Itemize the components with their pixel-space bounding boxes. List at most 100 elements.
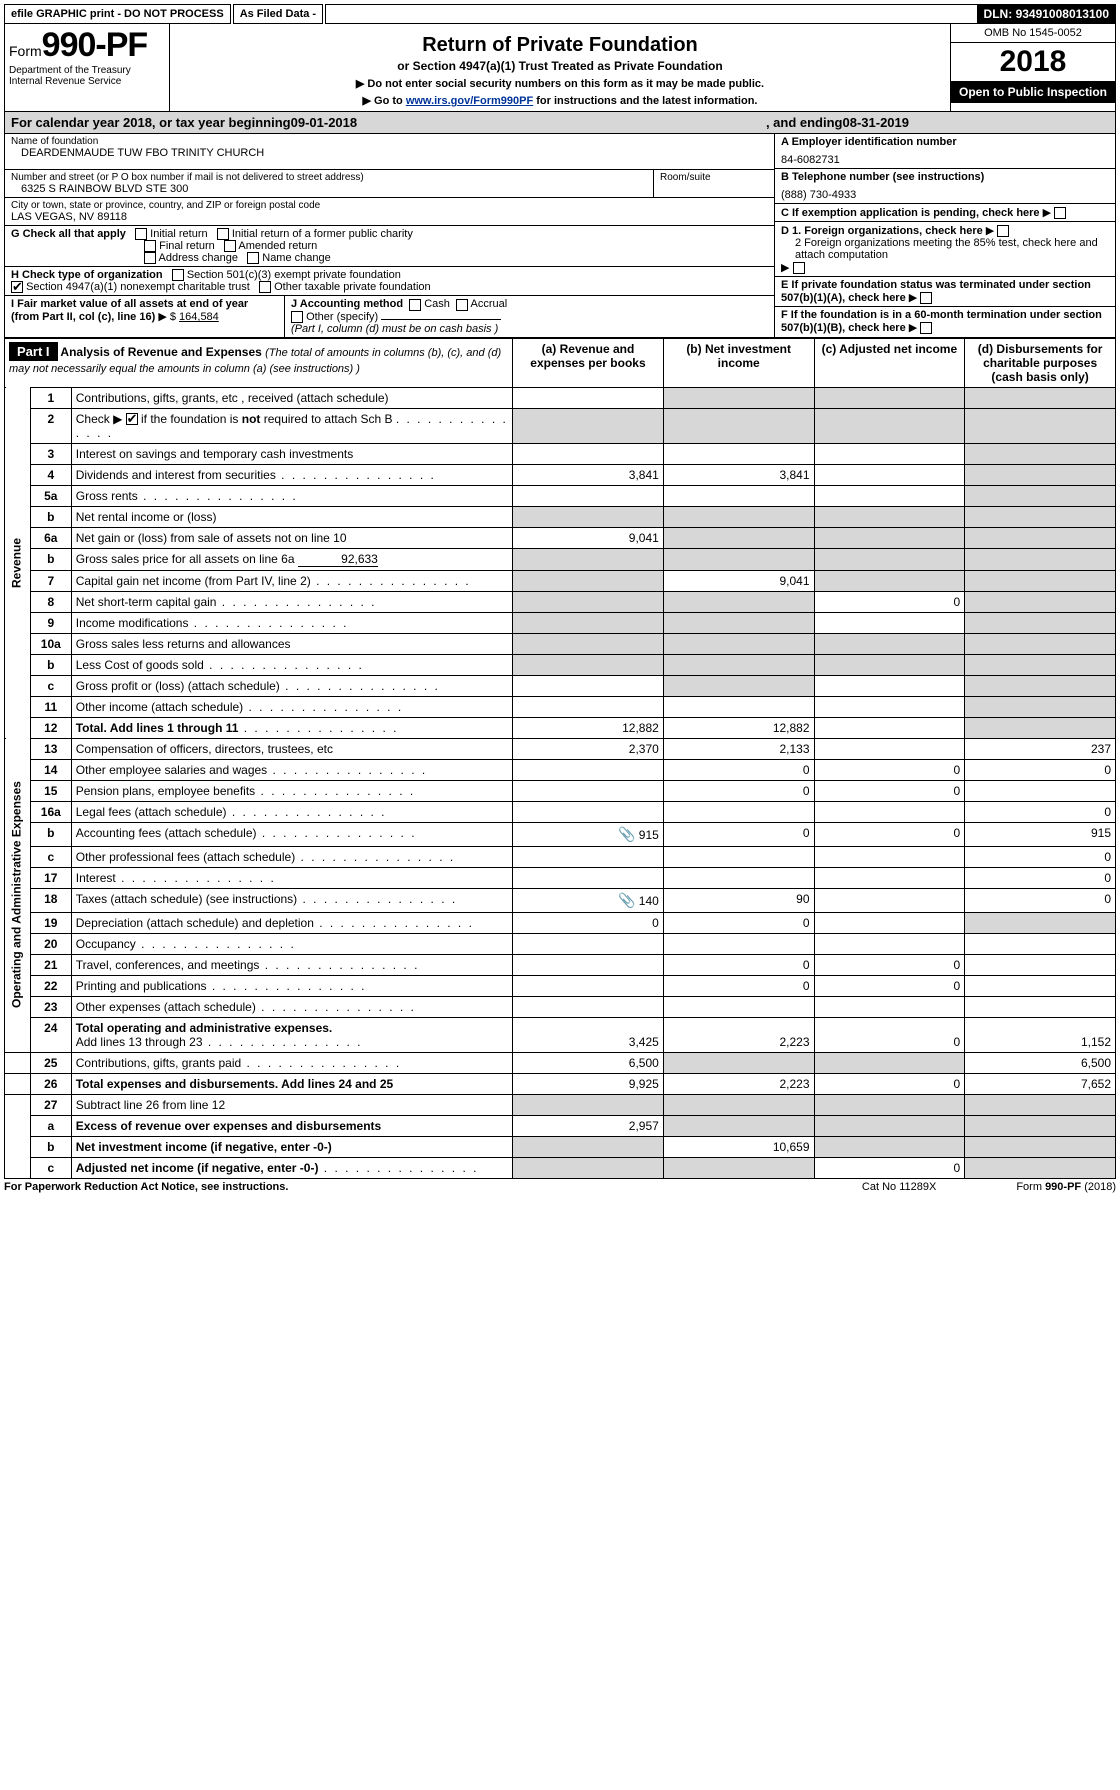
ck-othertax[interactable] bbox=[259, 281, 271, 293]
cell-a: 0 bbox=[513, 912, 664, 933]
irs-link[interactable]: www.irs.gov/Form990PF bbox=[406, 95, 533, 107]
ck-cash[interactable] bbox=[409, 299, 421, 311]
g-o2: Initial return of a former public charit… bbox=[232, 228, 413, 240]
i-value: 164,584 bbox=[179, 311, 219, 323]
cal-mid: , and ending bbox=[766, 115, 843, 130]
efile-chip: efile GRAPHIC print - DO NOT PROCESS bbox=[4, 4, 231, 24]
cell-d: 1,152 bbox=[965, 1017, 1116, 1052]
table-row: bLess Cost of goods sold bbox=[5, 654, 1116, 675]
ck-other[interactable] bbox=[291, 311, 303, 323]
table-row: 22Printing and publications00 bbox=[5, 975, 1116, 996]
row-desc: Gross rents bbox=[71, 485, 512, 506]
tax-year: 2018 bbox=[951, 43, 1115, 81]
row-num: b bbox=[30, 1136, 71, 1157]
row-desc: Accounting fees (attach schedule) bbox=[71, 822, 512, 846]
table-row: 4Dividends and interest from securities3… bbox=[5, 464, 1116, 485]
row-num: 16a bbox=[30, 801, 71, 822]
name-label: Name of foundation bbox=[11, 136, 768, 147]
e-cell: E If private foundation status was termi… bbox=[775, 277, 1115, 307]
page-footer: For Paperwork Reduction Act Notice, see … bbox=[4, 1179, 1116, 1195]
h-o1: Section 501(c)(3) exempt private foundat… bbox=[187, 269, 401, 281]
row-desc: Occupancy bbox=[71, 933, 512, 954]
ck-c[interactable] bbox=[1054, 207, 1066, 219]
row-desc: Legal fees (attach schedule) bbox=[71, 801, 512, 822]
row-num: 5a bbox=[30, 485, 71, 506]
row-desc: Total operating and administrative expen… bbox=[71, 1017, 512, 1052]
attachment-icon[interactable]: 📎 bbox=[618, 892, 635, 908]
table-row: Revenue 1 Contributions, gifts, grants, … bbox=[5, 387, 1116, 408]
ck-4947[interactable] bbox=[11, 281, 23, 293]
row-desc: Dividends and interest from securities bbox=[71, 464, 512, 485]
cell-c: 0 bbox=[814, 591, 965, 612]
ck-amended[interactable] bbox=[224, 240, 236, 252]
row-desc: Other employee salaries and wages bbox=[71, 759, 512, 780]
city-value: LAS VEGAS, NV 89118 bbox=[11, 211, 768, 223]
ck-initial-former[interactable] bbox=[217, 228, 229, 240]
row-desc: Other expenses (attach schedule) bbox=[71, 996, 512, 1017]
cell-b: 2,223 bbox=[663, 1017, 814, 1052]
row-num: 6a bbox=[30, 527, 71, 548]
row-desc: Net investment income (if negative, ente… bbox=[71, 1136, 512, 1157]
table-row: 17Interest0 bbox=[5, 867, 1116, 888]
table-row: 6aNet gain or (loss) from sale of assets… bbox=[5, 527, 1116, 548]
row-num: 14 bbox=[30, 759, 71, 780]
table-row: 24Total operating and administrative exp… bbox=[5, 1017, 1116, 1052]
j-cell: J Accounting method Cash Accrual Other (… bbox=[285, 296, 774, 336]
table-row: 14Other employee salaries and wages000 bbox=[5, 759, 1116, 780]
row-num: 18 bbox=[30, 888, 71, 912]
ck-e[interactable] bbox=[920, 292, 932, 304]
h-label: H Check type of organization bbox=[11, 269, 163, 281]
table-row: cGross profit or (loss) (attach schedule… bbox=[5, 675, 1116, 696]
part1-tag: Part I bbox=[9, 342, 58, 361]
table-row: bAccounting fees (attach schedule)📎 9150… bbox=[5, 822, 1116, 846]
ck-final[interactable] bbox=[144, 240, 156, 252]
table-row: 26Total expenses and disbursements. Add … bbox=[5, 1073, 1116, 1094]
cell-d: 6,500 bbox=[965, 1052, 1116, 1073]
col-c-hdr: (c) Adjusted net income bbox=[814, 338, 965, 387]
ein-label: A Employer identification number bbox=[781, 136, 957, 148]
table-row: 2 Check ▶ if the foundation is not requi… bbox=[5, 408, 1116, 443]
row-num: 15 bbox=[30, 780, 71, 801]
addr-label: Number and street (or P O box number if … bbox=[11, 172, 647, 183]
ck-d1[interactable] bbox=[997, 225, 1009, 237]
cell-a: 3,841 bbox=[513, 464, 664, 485]
f-cell: F If the foundation is in a 60-month ter… bbox=[775, 307, 1115, 336]
table-row: 19Depreciation (attach schedule) and dep… bbox=[5, 912, 1116, 933]
ck-accrual[interactable] bbox=[456, 299, 468, 311]
cell-c: 0 bbox=[814, 975, 965, 996]
form-subtitle: or Section 4947(a)(1) Trust Treated as P… bbox=[180, 59, 940, 73]
row-num: 13 bbox=[30, 738, 71, 759]
expense-side-label: Operating and Administrative Expenses bbox=[5, 738, 31, 1052]
table-row: cOther professional fees (attach schedul… bbox=[5, 846, 1116, 867]
top-bar: efile GRAPHIC print - DO NOT PROCESS As … bbox=[4, 4, 1116, 24]
table-row: 12Total. Add lines 1 through 1112,88212,… bbox=[5, 717, 1116, 738]
row-num: a bbox=[30, 1115, 71, 1136]
row-desc: Excess of revenue over expenses and disb… bbox=[71, 1115, 512, 1136]
ck-d2[interactable] bbox=[793, 262, 805, 274]
cell-c: 0 bbox=[814, 759, 965, 780]
table-row: 10aGross sales less returns and allowanc… bbox=[5, 633, 1116, 654]
table-row: 25Contributions, gifts, grants paid6,500… bbox=[5, 1052, 1116, 1073]
row-num: 23 bbox=[30, 996, 71, 1017]
g-o1: Initial return bbox=[150, 228, 207, 240]
addr-value: 6325 S RAINBOW BLVD STE 300 bbox=[11, 183, 647, 195]
cell-b: 0 bbox=[663, 954, 814, 975]
ck-initial[interactable] bbox=[135, 228, 147, 240]
cell-a: 9,925 bbox=[513, 1073, 664, 1094]
table-row: 23Other expenses (attach schedule) bbox=[5, 996, 1116, 1017]
city-cell: City or town, state or province, country… bbox=[5, 198, 774, 226]
cell-c: 0 bbox=[814, 780, 965, 801]
ck-namechg[interactable] bbox=[247, 252, 259, 264]
d1-label: D 1. Foreign organizations, check here bbox=[781, 225, 983, 237]
room-cell: Room/suite bbox=[654, 170, 774, 197]
cell-a: 📎 140 bbox=[513, 888, 664, 912]
attachment-icon[interactable]: 📎 bbox=[618, 826, 635, 842]
ck-f[interactable] bbox=[920, 322, 932, 334]
ck-schb[interactable] bbox=[126, 413, 138, 425]
cell-b: 10,659 bbox=[663, 1136, 814, 1157]
cell-a: 2,370 bbox=[513, 738, 664, 759]
row-desc: Printing and publications bbox=[71, 975, 512, 996]
footer-left: For Paperwork Reduction Act Notice, see … bbox=[4, 1181, 288, 1193]
ck-501c3[interactable] bbox=[172, 269, 184, 281]
ck-addrchg[interactable] bbox=[144, 252, 156, 264]
